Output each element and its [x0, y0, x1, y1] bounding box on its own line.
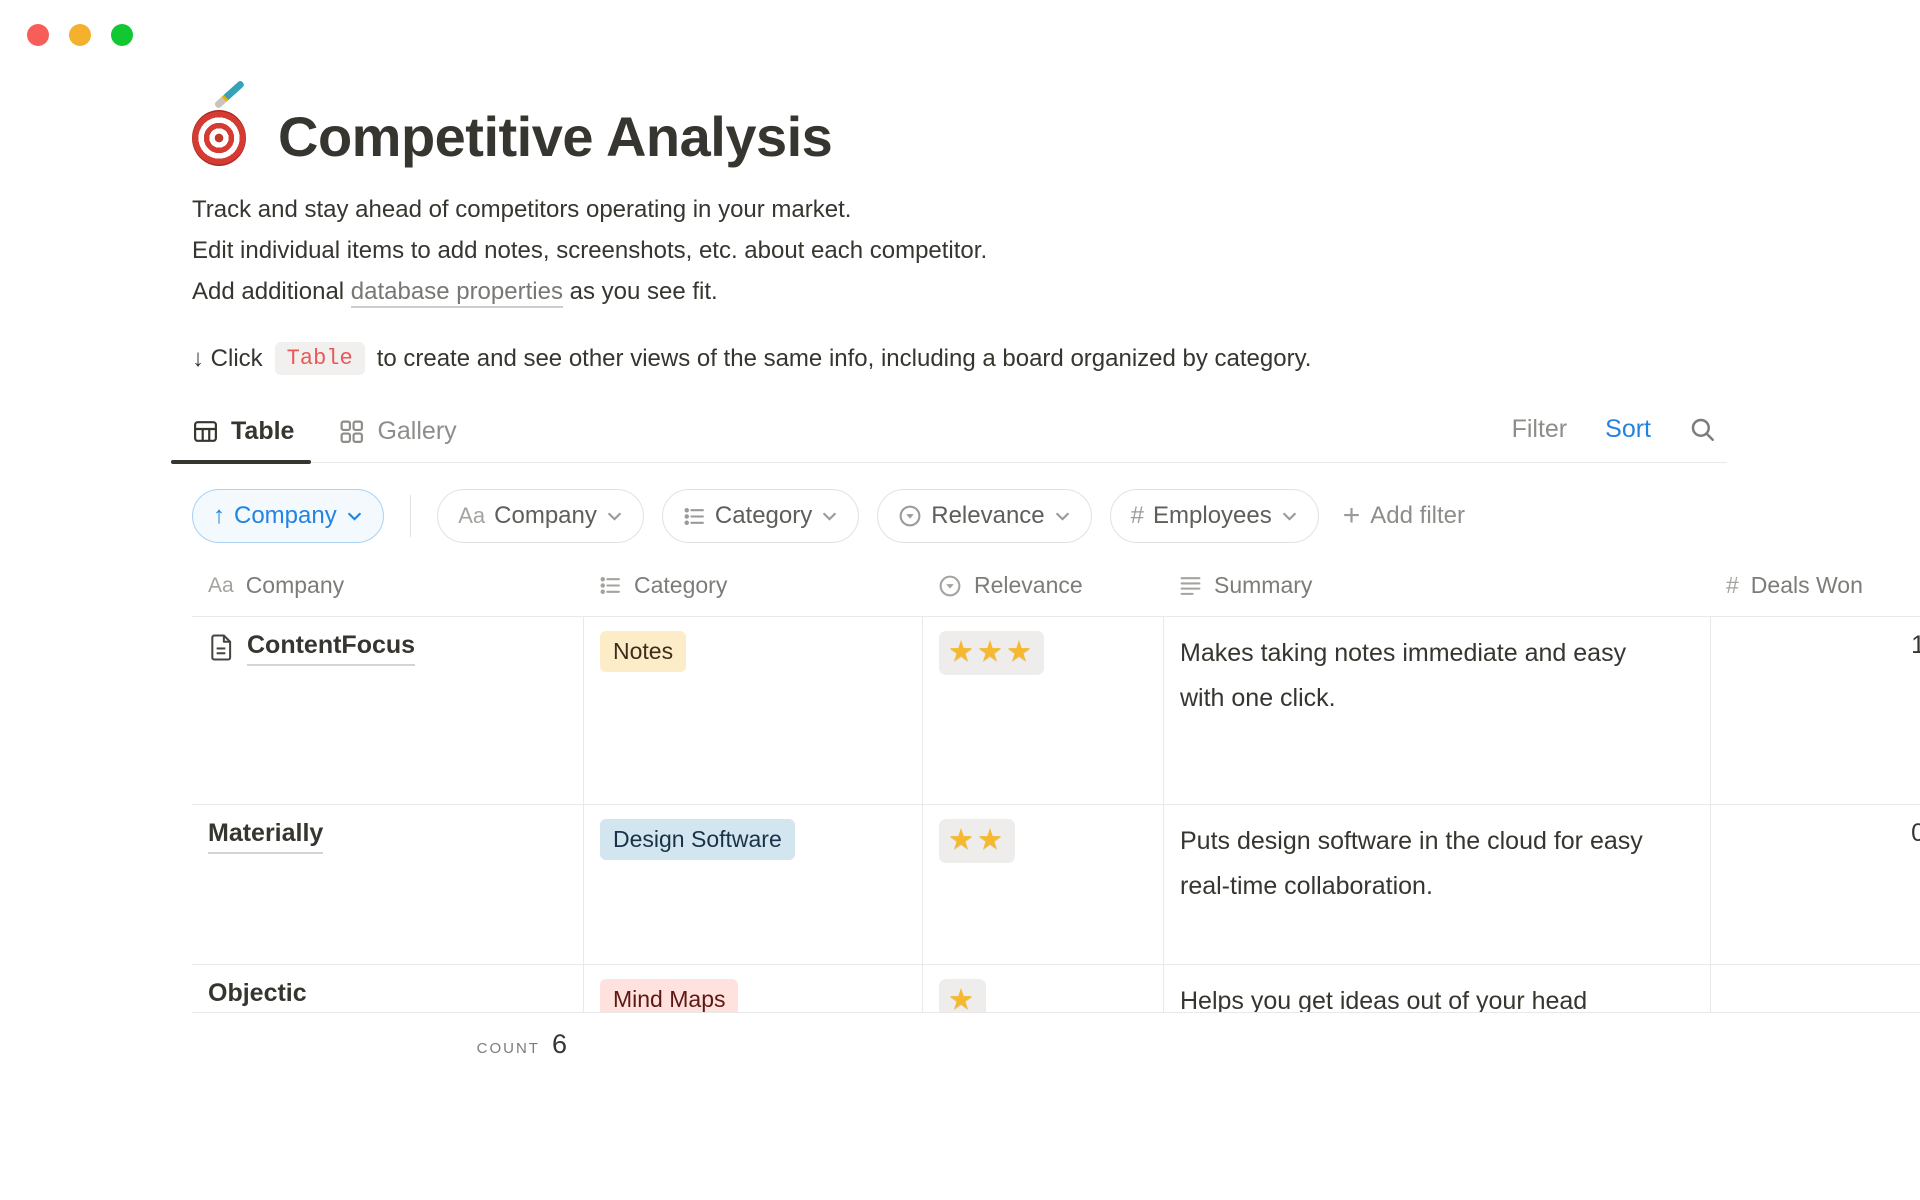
notion-page: Competitive Analysis Track and stay ahea…: [170, 79, 1920, 1060]
company-page-link[interactable]: ContentFocus: [247, 631, 416, 666]
chevron-down-icon: [1055, 512, 1069, 521]
deals-won-value: 0: [1911, 819, 1920, 847]
summary-text[interactable]: Makes taking notes immediate and easy wi…: [1180, 639, 1627, 712]
deals-won-cell[interactable]: 0: [1710, 805, 1920, 964]
category-tag[interactable]: Design Software: [600, 819, 795, 860]
table-header-row: Aa Company Category Relevance: [192, 555, 1920, 617]
property-chip-label: Company: [494, 502, 597, 529]
instruction-prefix: ↓ Click: [192, 344, 263, 372]
number-property-icon: #: [1726, 572, 1739, 598]
page-title: Competitive Analysis: [278, 105, 833, 168]
bulleted-list-icon: [599, 574, 622, 597]
target-board: [192, 109, 246, 166]
relevance-stars-tag[interactable]: ★★★: [939, 631, 1044, 676]
dart-target-emoji: [192, 79, 250, 166]
summary-text[interactable]: Helps you get ideas out of your head: [1180, 987, 1588, 1013]
sort-button[interactable]: Sort: [1605, 415, 1651, 443]
sort-chip-label: Company: [234, 502, 337, 529]
column-header-label: Category: [634, 572, 728, 598]
description-line: Add additional database properties as yo…: [192, 271, 1727, 312]
filter-button[interactable]: Filter: [1511, 415, 1568, 443]
bulleted-list-icon: [683, 505, 706, 528]
chips-divider: [409, 495, 412, 537]
chevron-down-icon: [823, 512, 837, 521]
active-sort-chip[interactable]: ↑ Company: [192, 489, 384, 543]
window-controls: [27, 24, 133, 46]
number-property-icon: #: [1130, 502, 1145, 529]
chevron-down-icon: [607, 512, 621, 521]
property-chip-label: Relevance: [931, 502, 1045, 529]
search-icon[interactable]: [1689, 416, 1717, 444]
property-chip-label: Category: [714, 502, 813, 529]
database-properties-link[interactable]: database properties: [350, 278, 563, 308]
company-page-link[interactable]: Objectic: [208, 979, 307, 1012]
column-header-company[interactable]: Aa Company: [192, 572, 583, 599]
column-header-deals-won[interactable]: # Deals Won: [1710, 572, 1920, 599]
relevance-stars-tag[interactable]: ★★: [939, 819, 1015, 864]
page-document-icon: [208, 633, 233, 662]
column-header-label: Company: [245, 572, 345, 598]
count-value: 6: [551, 1029, 567, 1059]
table-row-materially[interactable]: Materially Design Software ★★ Puts desig…: [192, 805, 1920, 965]
add-filter-button[interactable]: + Add filter: [1343, 501, 1465, 531]
category-tag[interactable]: Notes: [600, 631, 687, 672]
property-chip-company[interactable]: Aa Company: [437, 489, 644, 543]
chevron-down-icon: [1282, 512, 1296, 521]
plus-icon: +: [1342, 499, 1361, 532]
close-window-button[interactable]: [27, 24, 49, 46]
column-header-category[interactable]: Category: [583, 572, 922, 599]
view-tabs: Table Gallery: [170, 411, 457, 464]
instruction-line: ↓ Click Table to create and see other vi…: [192, 342, 1727, 375]
target-dart: [213, 79, 246, 109]
select-property-icon: [898, 504, 922, 528]
count-label: COUNT: [476, 1040, 540, 1057]
column-header-label: Summary: [1214, 572, 1313, 598]
company-page-link[interactable]: Materially: [208, 819, 324, 854]
description-text: as you see fit.: [562, 278, 718, 305]
description-text: Add additional: [192, 278, 351, 305]
page-title-row: Competitive Analysis: [192, 79, 1727, 169]
chevron-down-icon: [347, 512, 361, 521]
table-row-contentfocus[interactable]: ContentFocus Notes ★★★ Makes taking note…: [192, 617, 1920, 805]
text-align-left-icon: [1179, 574, 1202, 597]
sort-filter-bar: ↑ Company Aa Company Category: [192, 489, 1727, 543]
description-line: Track and stay ahead of competitors oper…: [192, 196, 852, 223]
view-toolbar: Table Gallery Filter Sort: [170, 411, 1727, 464]
add-filter-label: Add filter: [1370, 502, 1465, 529]
table-view-icon: [192, 418, 219, 445]
instruction-suffix: to create and see other views of the sam…: [376, 344, 1312, 372]
select-property-icon: [938, 574, 962, 598]
count-calculation[interactable]: COUNT 6: [192, 1029, 583, 1060]
minimize-window-button[interactable]: [69, 24, 91, 46]
property-chip-employees[interactable]: # Employees: [1109, 489, 1319, 543]
column-header-label: Relevance: [974, 572, 1083, 598]
deals-won-cell[interactable]: [1710, 965, 1920, 1012]
tab-label: Gallery: [377, 417, 457, 445]
table-code-chip: Table: [274, 342, 365, 375]
deals-won-value: 1: [1911, 631, 1920, 659]
deals-won-cell[interactable]: 1: [1710, 617, 1920, 804]
text-property-icon: Aa: [208, 573, 234, 597]
tab-gallery-view[interactable]: Gallery: [338, 411, 457, 462]
tab-label: Table: [231, 417, 295, 445]
toolbar-actions: Filter Sort: [1512, 415, 1727, 458]
property-chip-relevance[interactable]: Relevance: [877, 489, 1092, 543]
summary-text[interactable]: Puts design software in the cloud for ea…: [1180, 827, 1643, 900]
table-row-objectic[interactable]: Objectic Mind Maps ★ Helps you get ideas…: [192, 965, 1920, 1013]
property-chip-label: Employees: [1153, 502, 1272, 529]
column-header-relevance[interactable]: Relevance: [922, 572, 1163, 599]
tab-table-view[interactable]: Table: [170, 411, 312, 464]
column-header-summary[interactable]: Summary: [1163, 572, 1710, 599]
page-description: Track and stay ahead of competitors oper…: [192, 189, 1727, 312]
zoom-window-button[interactable]: [111, 24, 133, 46]
relevance-stars-tag[interactable]: ★: [939, 979, 986, 1012]
sort-ascending-arrow-icon: ↑: [213, 502, 225, 529]
gallery-view-icon: [338, 418, 365, 445]
text-property-icon: Aa: [458, 503, 486, 528]
property-chip-category[interactable]: Category: [661, 489, 860, 543]
description-line: Edit individual items to add notes, scre…: [192, 237, 988, 264]
category-tag[interactable]: Mind Maps: [600, 979, 739, 1012]
column-header-label: Deals Won: [1750, 572, 1863, 598]
